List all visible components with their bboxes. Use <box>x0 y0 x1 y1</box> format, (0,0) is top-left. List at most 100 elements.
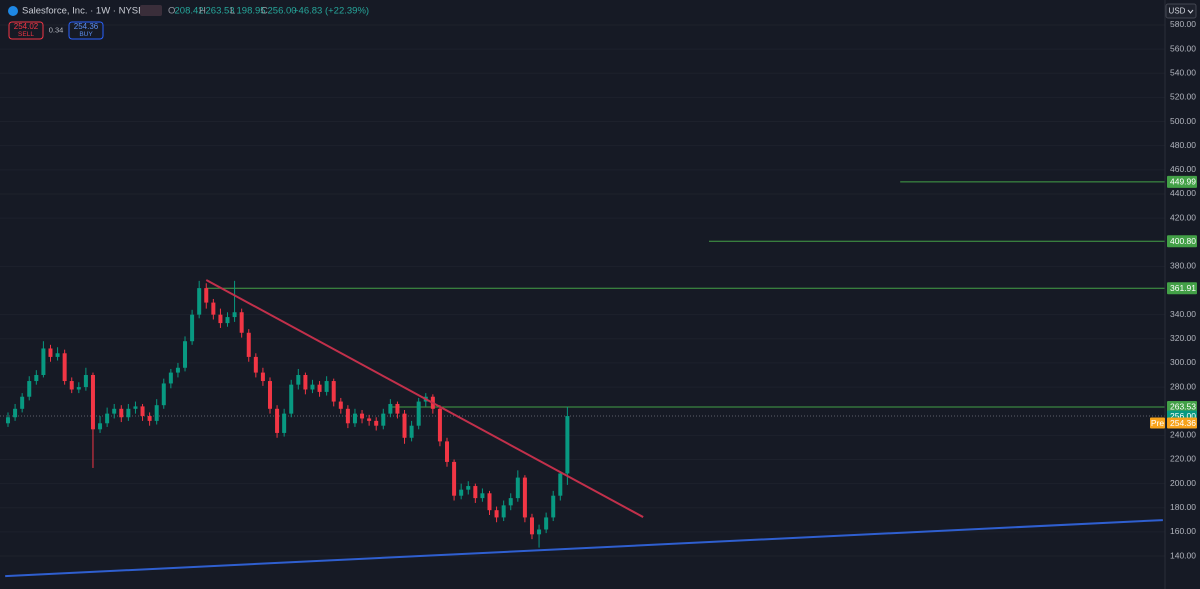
pre-price-box <box>1167 417 1197 429</box>
candle-body <box>374 420 379 426</box>
candle-body <box>204 288 209 303</box>
y-tick-label: 380.00 <box>1170 261 1196 271</box>
candle-body <box>48 348 53 357</box>
candle-body <box>558 473 563 496</box>
candle-body <box>487 493 492 511</box>
sell-label: SELL <box>18 31 34 38</box>
candle-body <box>275 408 280 433</box>
candle-body <box>90 375 95 430</box>
candle-body <box>62 353 67 382</box>
candle-body <box>544 517 549 530</box>
ohlc-key: O <box>168 6 175 17</box>
y-tick-label: 480.00 <box>1170 140 1196 150</box>
buy-label: BUY <box>79 31 93 38</box>
candle-body <box>161 383 166 406</box>
candle-body <box>20 396 25 409</box>
y-tick-label: 160.00 <box>1170 526 1196 536</box>
level-label: 400.80 <box>1170 236 1196 246</box>
symbol-icon <box>8 6 18 16</box>
level-label: 361.91 <box>1170 283 1196 293</box>
candle-body <box>126 408 131 418</box>
candle-body <box>317 384 322 392</box>
y-tick-label: 280.00 <box>1170 381 1196 391</box>
candle-body <box>402 413 407 438</box>
candle-body <box>381 413 386 426</box>
trendline <box>205 279 644 518</box>
y-tick-label: 460.00 <box>1170 164 1196 174</box>
y-tick-label: 520.00 <box>1170 92 1196 102</box>
candle-body <box>416 401 421 426</box>
candle-body <box>218 314 223 324</box>
y-tick-label: 420.00 <box>1170 212 1196 222</box>
grid <box>0 24 1165 557</box>
candle-body <box>522 477 527 518</box>
candle-body <box>76 387 81 390</box>
flag-icons <box>140 5 162 16</box>
y-tick-label: 560.00 <box>1170 43 1196 53</box>
candle-body <box>452 461 457 496</box>
candle-body <box>140 406 145 417</box>
candle-body <box>147 416 152 421</box>
trendline <box>5 519 1163 578</box>
pre-price-label: 254.36 <box>1170 418 1196 428</box>
ohlc-key: L <box>230 6 235 17</box>
last-price-label: 256.00 <box>1170 411 1196 421</box>
candle-body <box>459 489 464 496</box>
level-box <box>1167 400 1197 413</box>
candle-body <box>331 381 336 402</box>
ohlc-value: 198.95 <box>237 6 266 17</box>
candle-body <box>445 441 450 462</box>
candle-body <box>289 384 294 414</box>
candle-body <box>232 312 237 318</box>
candle-body <box>324 381 329 392</box>
candle-body <box>345 408 350 424</box>
dropdown-arrow <box>1187 9 1194 14</box>
ohlc-key: H <box>199 6 206 17</box>
candle-body <box>480 493 485 499</box>
candle-body <box>225 317 230 324</box>
y-tick-label: 540.00 <box>1170 68 1196 78</box>
candle-body <box>551 495 556 518</box>
plot-area <box>0 181 1165 578</box>
candle-body <box>501 505 506 518</box>
price-axis: 140.00 160.00 180.00 200.00 220.00 240.00 280.… <box>1150 0 1197 589</box>
level-box <box>1167 282 1197 295</box>
candle-body <box>154 405 159 421</box>
candle-body <box>112 408 117 414</box>
y-tick-label: 140.00 <box>1170 550 1196 560</box>
candle-body <box>473 486 478 499</box>
ohlc-value: 208.42 <box>175 6 204 17</box>
y-tick-label: 300.00 <box>1170 357 1196 367</box>
y-tick-label: 500.00 <box>1170 116 1196 126</box>
legend: Salesforce, Inc. · 1W · NYSE O 208.42H 263… <box>8 5 369 40</box>
candle-body <box>119 408 124 418</box>
candle-body <box>239 312 244 333</box>
candle-body <box>41 348 46 376</box>
candle-body <box>211 302 216 315</box>
candle-body <box>466 486 471 490</box>
candle-body <box>409 425 414 438</box>
level-label: 263.53 <box>1170 402 1196 412</box>
spread: 0.34 <box>49 25 64 34</box>
ohlc-value: 256.00 <box>268 6 297 17</box>
candle-body <box>98 423 103 430</box>
candle-body <box>395 403 400 414</box>
sell-button[interactable] <box>8 21 44 40</box>
currency: USD <box>1169 7 1186 16</box>
candle-body <box>190 314 195 342</box>
candle-body <box>310 384 315 390</box>
candle-body <box>367 418 372 421</box>
candle-body <box>260 372 265 382</box>
candle-body <box>34 375 39 382</box>
currency-button[interactable] <box>1165 3 1197 19</box>
candle-body <box>388 403 393 414</box>
candle-body <box>565 416 570 474</box>
candle-body <box>494 510 499 518</box>
candle-body <box>253 356 258 373</box>
y-tick-label: 340.00 <box>1170 309 1196 319</box>
y-tick-label: 200.00 <box>1170 478 1196 488</box>
candle-body <box>13 408 18 418</box>
candle-body <box>352 413 357 424</box>
pre-tag-box <box>1150 417 1165 429</box>
buy-button[interactable] <box>68 21 104 40</box>
